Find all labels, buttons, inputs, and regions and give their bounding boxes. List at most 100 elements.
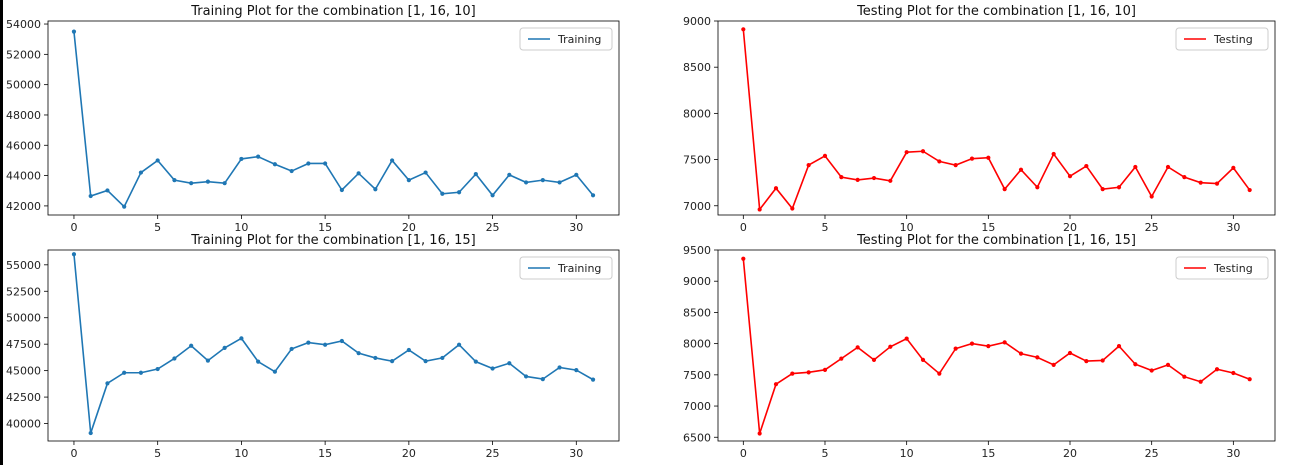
data-point xyxy=(172,356,177,361)
y-tick-label: 55000 xyxy=(6,259,41,272)
y-tick-label: 47500 xyxy=(6,338,41,351)
data-point xyxy=(272,162,277,167)
data-point xyxy=(855,345,860,350)
data-point xyxy=(953,163,958,168)
y-tick-label: 7000 xyxy=(683,200,711,213)
x-tick-label: 20 xyxy=(1063,221,1077,234)
data-point xyxy=(473,171,478,177)
legend-box xyxy=(519,256,613,280)
data-point xyxy=(189,181,194,186)
x-tick-label: 10 xyxy=(234,221,248,234)
x-tick-label: 0 xyxy=(70,221,77,234)
data-point xyxy=(1084,359,1089,364)
x-tick-label: 20 xyxy=(1063,447,1077,460)
data-point xyxy=(189,343,194,348)
data-point xyxy=(323,342,328,347)
data-point xyxy=(105,188,110,193)
data-point xyxy=(557,180,562,185)
data-point xyxy=(1067,174,1073,179)
data-point xyxy=(423,359,428,364)
data-point xyxy=(406,178,411,183)
data-point xyxy=(1084,163,1089,169)
data-point xyxy=(773,186,779,191)
data-point xyxy=(822,367,828,372)
x-tick-label: 15 xyxy=(318,447,332,460)
series-line xyxy=(742,29,1251,212)
data-point xyxy=(574,368,579,373)
x-tick-label: 15 xyxy=(981,221,995,234)
data-point xyxy=(155,158,160,163)
data-point xyxy=(574,172,579,177)
data-point xyxy=(423,170,428,175)
data-point xyxy=(1247,187,1252,193)
data-point xyxy=(406,347,411,353)
data-point xyxy=(1133,362,1138,367)
data-point xyxy=(986,344,991,349)
y-tick-label: 8500 xyxy=(683,306,711,319)
x-tick-label: 25 xyxy=(1145,221,1159,234)
data-point xyxy=(741,27,746,32)
data-point xyxy=(839,356,844,361)
data-point xyxy=(239,336,244,341)
x-tick-label: 0 xyxy=(740,221,747,234)
data-point xyxy=(1051,151,1056,157)
data-point xyxy=(1002,340,1007,345)
legend-label: Training xyxy=(557,262,601,275)
data-point xyxy=(590,193,596,198)
chart-title: Training Plot for the combination [1, 16… xyxy=(190,233,475,248)
data-point xyxy=(1165,362,1171,367)
legend-label: Training xyxy=(557,33,601,46)
y-tick-label: 42500 xyxy=(6,391,41,404)
y-tick-label: 52500 xyxy=(6,285,41,298)
data-point xyxy=(855,177,860,182)
data-point xyxy=(88,430,93,436)
data-point xyxy=(1231,165,1236,170)
legend-label: Testing xyxy=(1213,33,1253,46)
chart-panel-2: Testing Plot for the combination [1, 16,… xyxy=(683,4,1276,234)
data-point xyxy=(1247,377,1252,382)
data-point xyxy=(289,346,294,352)
data-point xyxy=(1149,194,1154,199)
chart-title: Testing Plot for the combination [1, 16,… xyxy=(856,4,1136,19)
data-point xyxy=(172,178,177,183)
data-point xyxy=(138,170,144,175)
data-point xyxy=(1116,185,1122,190)
data-point xyxy=(557,365,562,370)
data-point xyxy=(88,193,93,199)
data-point xyxy=(1214,367,1220,372)
data-point xyxy=(339,338,344,344)
legend-label: Testing xyxy=(1213,262,1253,275)
legend-box xyxy=(1175,27,1269,51)
series-line xyxy=(742,258,1250,434)
data-point xyxy=(806,163,811,168)
data-point xyxy=(1018,167,1024,172)
data-point xyxy=(1149,368,1154,373)
data-point xyxy=(1002,187,1007,192)
data-point xyxy=(1198,379,1203,384)
data-point xyxy=(222,181,227,186)
data-point xyxy=(540,376,545,382)
data-point xyxy=(222,345,227,350)
y-tick-label: 46000 xyxy=(6,139,41,152)
legend-box xyxy=(1175,256,1269,280)
data-point xyxy=(507,172,512,177)
data-point xyxy=(1133,164,1138,170)
data-point xyxy=(356,351,361,356)
x-tick-label: 25 xyxy=(486,447,500,460)
data-point xyxy=(540,178,545,183)
data-point xyxy=(523,374,529,379)
y-tick-label: 50000 xyxy=(6,79,41,92)
y-tick-label: 7500 xyxy=(683,154,711,167)
data-point xyxy=(937,159,942,164)
data-point xyxy=(272,369,277,374)
data-point xyxy=(920,357,926,362)
x-tick-label: 10 xyxy=(900,221,914,234)
data-point xyxy=(507,361,512,366)
data-point xyxy=(1100,187,1105,192)
data-point xyxy=(839,175,844,180)
data-point xyxy=(969,156,975,161)
data-point xyxy=(71,29,77,34)
axes-frame xyxy=(47,20,620,216)
data-point xyxy=(790,206,795,211)
